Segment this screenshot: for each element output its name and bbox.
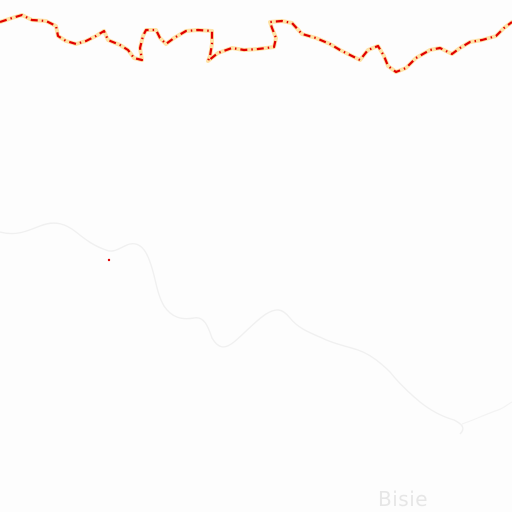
point-marker	[107, 258, 111, 262]
river-line	[0, 222, 464, 435]
national-border-line	[0, 13, 512, 74]
border-casing-line	[0, 13, 512, 74]
place-label-bisie: Bisie	[378, 487, 429, 511]
river-branch-line	[461, 401, 512, 425]
